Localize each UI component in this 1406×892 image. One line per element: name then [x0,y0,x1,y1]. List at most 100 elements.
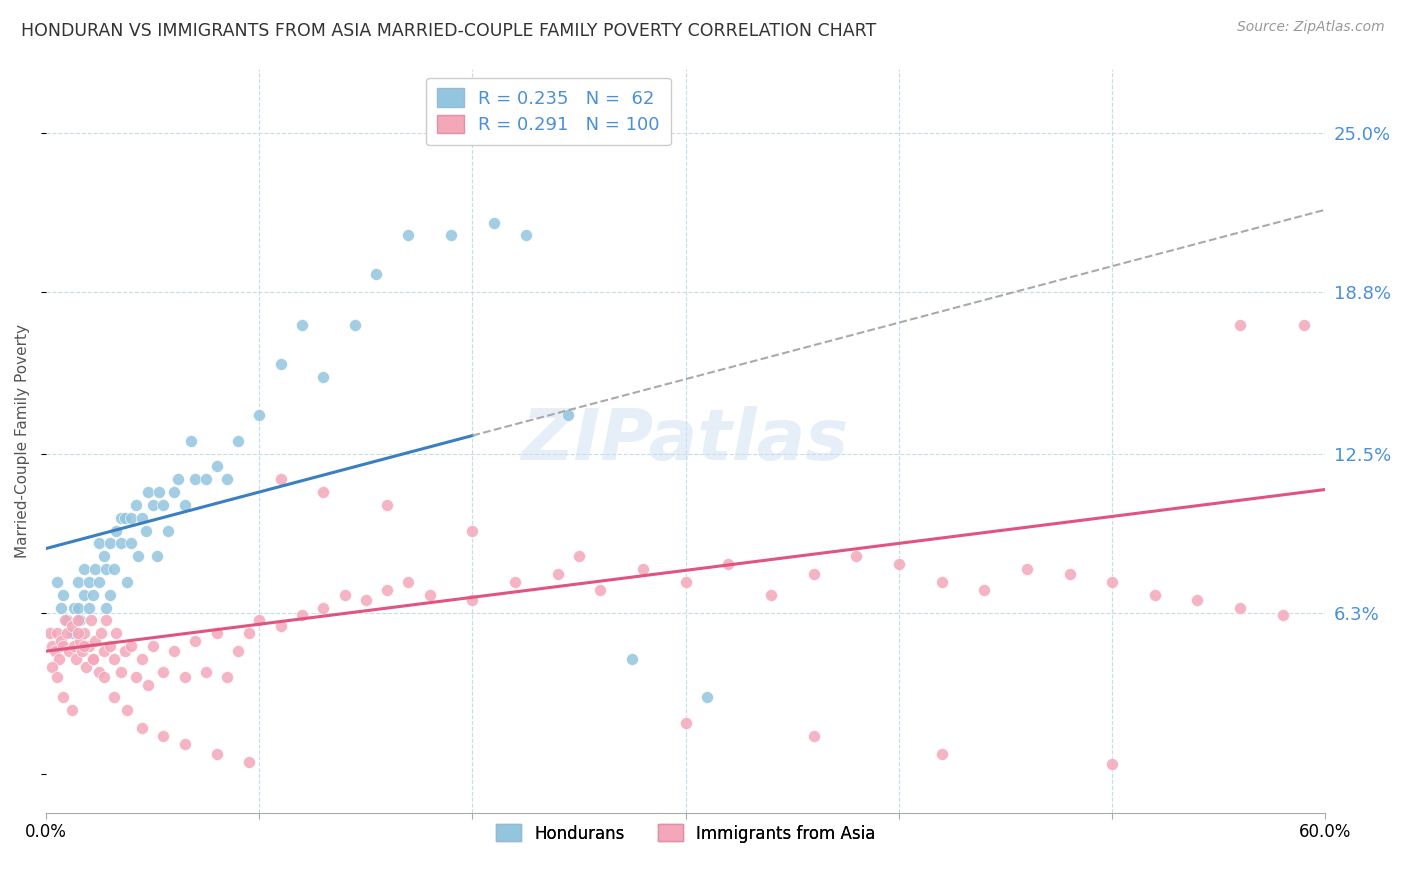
Point [103,690,125,705]
Point [131,510,153,524]
Point [205,459,228,474]
Point [461,524,484,538]
Point [120,510,142,524]
Point [375,498,398,512]
Point [675,574,697,589]
Point [60,703,83,717]
Point [93,549,115,564]
Point [82,588,104,602]
Point [49,634,72,648]
Point [114,510,136,524]
Point [94,562,117,576]
Point [270,618,292,632]
Point [759,588,782,602]
Point [180,434,202,448]
Point [557,408,579,422]
Point [312,485,335,500]
Point [1187,592,1209,607]
Point [60,626,83,640]
Point [503,574,526,589]
Point [82,652,104,666]
Point [84,562,107,576]
Point [173,498,195,512]
Point [39,626,62,640]
Point [69,614,91,628]
Point [238,626,260,640]
Point [931,747,953,761]
Point [515,228,537,243]
Point [82,652,104,666]
Point [60,618,83,632]
Point [184,634,207,648]
Point [312,600,335,615]
Point [120,639,142,653]
Point [69,634,91,648]
Point [136,677,159,691]
Point [98,588,121,602]
Point [291,608,314,623]
Point [52,639,75,653]
Point [124,498,146,512]
Point [270,357,292,371]
Point [73,626,96,640]
Point [110,510,132,524]
Point [717,557,740,571]
Point [887,557,910,571]
Point [148,485,170,500]
Point [62,600,84,615]
Point [398,574,420,589]
Point [547,567,569,582]
Point [194,665,217,679]
Point [103,652,125,666]
Point [135,524,157,538]
Point [131,652,153,666]
Point [419,588,441,602]
Point [247,408,270,422]
Point [482,215,505,229]
Point [194,472,217,486]
Point [696,690,718,705]
Point [77,639,100,653]
Point [48,652,70,666]
Point [131,721,153,735]
Point [105,626,128,640]
Point [973,582,995,597]
Point [90,626,112,640]
Point [1101,757,1123,772]
Text: ZIPatlas: ZIPatlas [522,406,849,475]
Point [440,228,463,243]
Point [152,498,174,512]
Point [115,574,138,589]
Point [73,562,96,576]
Point [77,600,100,615]
Point [931,574,953,589]
Point [156,524,179,538]
Point [89,665,111,679]
Point [76,659,98,673]
Point [114,644,136,658]
Point [344,318,367,333]
Point [238,755,260,769]
Y-axis label: Married-Couple Family Poverty: Married-Couple Family Poverty [15,324,30,558]
Point [675,716,697,731]
Point [589,582,612,597]
Point [217,670,239,684]
Point [73,639,96,653]
Point [103,562,125,576]
Point [226,434,249,448]
Point [98,536,121,550]
Point [66,626,89,640]
Point [45,626,67,640]
Point [73,588,96,602]
Point [333,588,356,602]
Point [845,549,868,564]
Point [152,665,174,679]
Point [354,592,377,607]
Point [56,614,79,628]
Point [65,652,87,666]
Point [217,472,239,486]
Point [1059,567,1081,582]
Text: HONDURAN VS IMMIGRANTS FROM ASIA MARRIED-COUPLE FAMILY POVERTY CORRELATION CHART: HONDURAN VS IMMIGRANTS FROM ASIA MARRIED… [21,22,876,40]
Point [93,644,115,658]
Point [398,228,420,243]
